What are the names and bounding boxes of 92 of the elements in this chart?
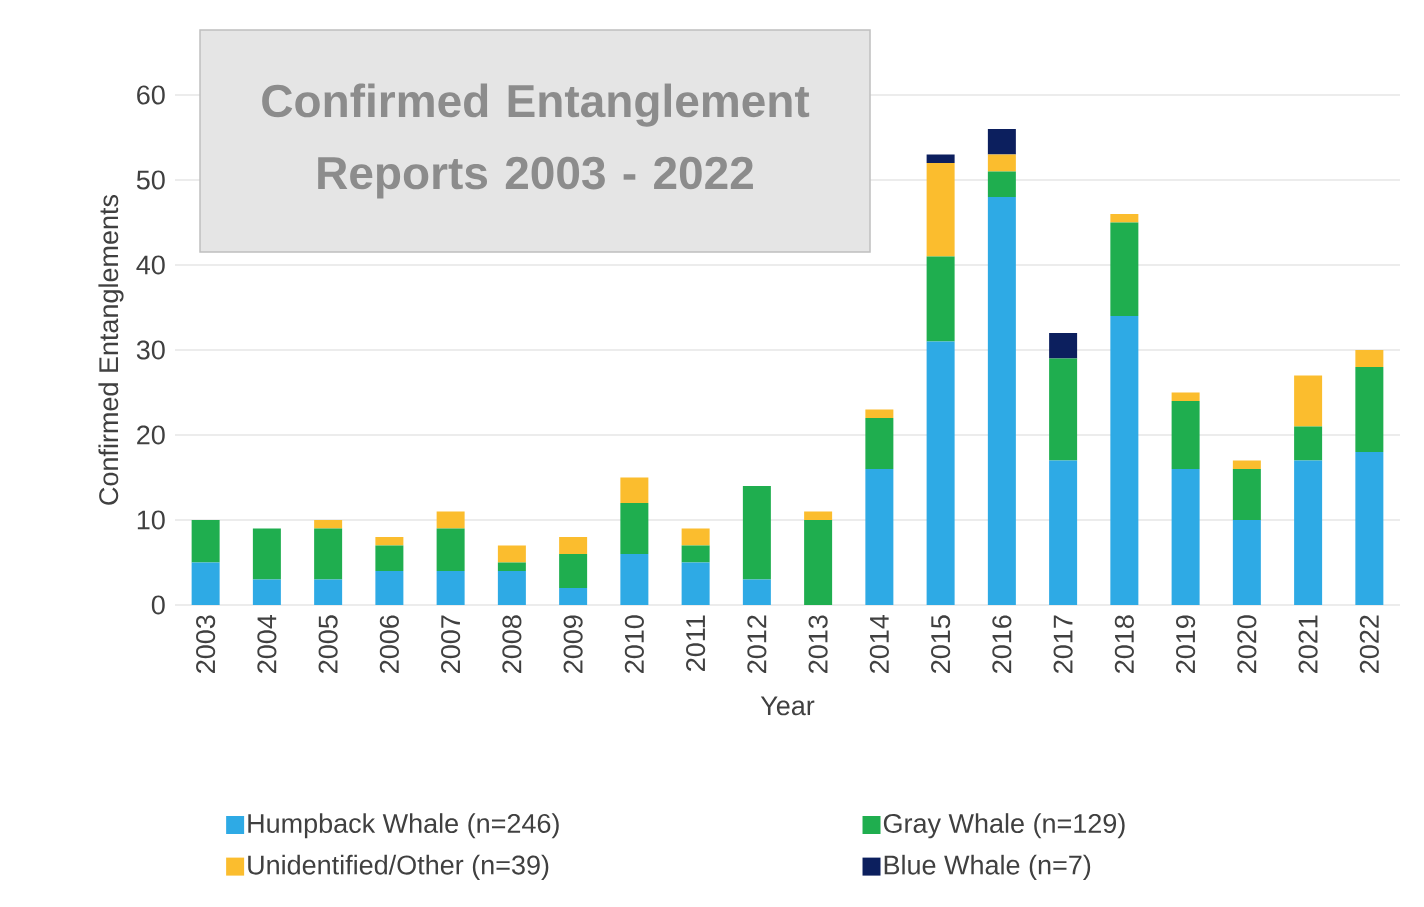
bar <box>1110 222 1139 316</box>
x-tick-label: 2016 <box>992 615 1012 673</box>
bar <box>497 570 526 605</box>
bar <box>191 519 220 563</box>
bar <box>865 417 894 469</box>
bar <box>1049 358 1078 461</box>
bar <box>1294 375 1323 427</box>
bar <box>314 579 343 605</box>
bar <box>1232 460 1261 469</box>
x-tick-label: 2007 <box>441 615 461 673</box>
bar <box>1355 366 1384 452</box>
bar <box>1294 460 1323 605</box>
legend-label: Gray Whale (n=129) <box>883 813 1125 839</box>
x-tick-label: 2020 <box>1237 615 1257 673</box>
x-tick-label: 2003 <box>196 615 216 673</box>
bar <box>1232 468 1261 520</box>
bar <box>987 154 1016 172</box>
bar <box>252 579 281 605</box>
y-tick-label: 30 <box>136 340 165 360</box>
bar <box>559 553 588 588</box>
bar <box>1294 426 1323 461</box>
bar <box>681 528 710 546</box>
bar <box>620 477 649 503</box>
x-tick-label: 2017 <box>1053 615 1073 673</box>
x-tick-label: 2022 <box>1359 615 1379 673</box>
bar <box>742 485 771 580</box>
legend-label: Humpback Whale (n=246) <box>248 813 559 839</box>
bar <box>497 562 526 571</box>
y-tick-label: 20 <box>137 425 165 445</box>
x-tick-label: 2012 <box>747 615 767 673</box>
bar <box>436 570 465 605</box>
legend-label: Blue Whale (n=7) <box>884 854 1091 880</box>
y-tick-label: 60 <box>137 85 165 105</box>
bar <box>926 163 955 257</box>
x-tick-label: 2009 <box>563 615 583 673</box>
bar <box>559 536 588 554</box>
x-tick-label: 2013 <box>808 615 828 673</box>
x-tick-label: 2021 <box>1298 615 1318 673</box>
bar <box>314 528 343 580</box>
x-tick-label: 2004 <box>257 614 277 673</box>
y-tick-label: 10 <box>137 510 165 530</box>
bar <box>1110 214 1139 223</box>
x-tick-label: 2011 <box>686 615 706 671</box>
bar <box>497 545 526 563</box>
bar <box>1171 392 1200 401</box>
x-tick-label: 2019 <box>1176 615 1196 673</box>
chart-title: Confirmed Entanglement Reports 2003 - 2022 <box>262 83 810 199</box>
bar <box>620 553 649 605</box>
y-tick-label: 0 <box>151 595 165 615</box>
bar <box>681 562 710 605</box>
bar <box>1049 332 1078 359</box>
bar <box>375 545 404 571</box>
x-tick-label: 2018 <box>1114 615 1134 673</box>
y-tick-label: 40 <box>136 255 165 275</box>
legend-label: Unidentified/Other (n=39) <box>248 854 549 880</box>
bar <box>926 256 955 342</box>
bar <box>1232 519 1261 605</box>
bar <box>1355 349 1384 367</box>
bar <box>804 511 833 520</box>
y-tick-label: 50 <box>136 170 165 190</box>
bar <box>1049 460 1078 605</box>
bar <box>252 528 281 580</box>
bar <box>1355 451 1384 605</box>
bar <box>804 519 833 605</box>
bar <box>191 562 220 605</box>
x-tick-label: 2014 <box>869 614 889 673</box>
bar <box>436 511 465 529</box>
bar <box>681 545 710 563</box>
bar <box>987 196 1016 605</box>
bar <box>926 341 955 605</box>
bar <box>620 502 649 554</box>
x-tick-label: 2008 <box>502 615 522 673</box>
x-tick-label: 2010 <box>624 615 644 673</box>
y-axis-title: Confirmed Entanglements <box>98 194 124 505</box>
bar <box>559 587 588 605</box>
x-axis-title: Year <box>760 696 815 716</box>
bar <box>926 154 955 163</box>
bar <box>865 468 894 605</box>
bar <box>742 579 771 605</box>
x-tick-label: 2006 <box>379 615 399 673</box>
bar <box>865 409 894 418</box>
bar <box>436 528 465 571</box>
bar <box>987 171 1016 197</box>
x-tick-label: 2005 <box>318 615 338 673</box>
bar <box>375 570 404 605</box>
x-tick-label: 2015 <box>931 615 951 673</box>
bar <box>1171 468 1200 605</box>
bar <box>1110 315 1139 605</box>
bar <box>987 129 1016 155</box>
bar <box>1171 400 1200 469</box>
bar <box>375 536 404 546</box>
bar <box>314 519 343 529</box>
